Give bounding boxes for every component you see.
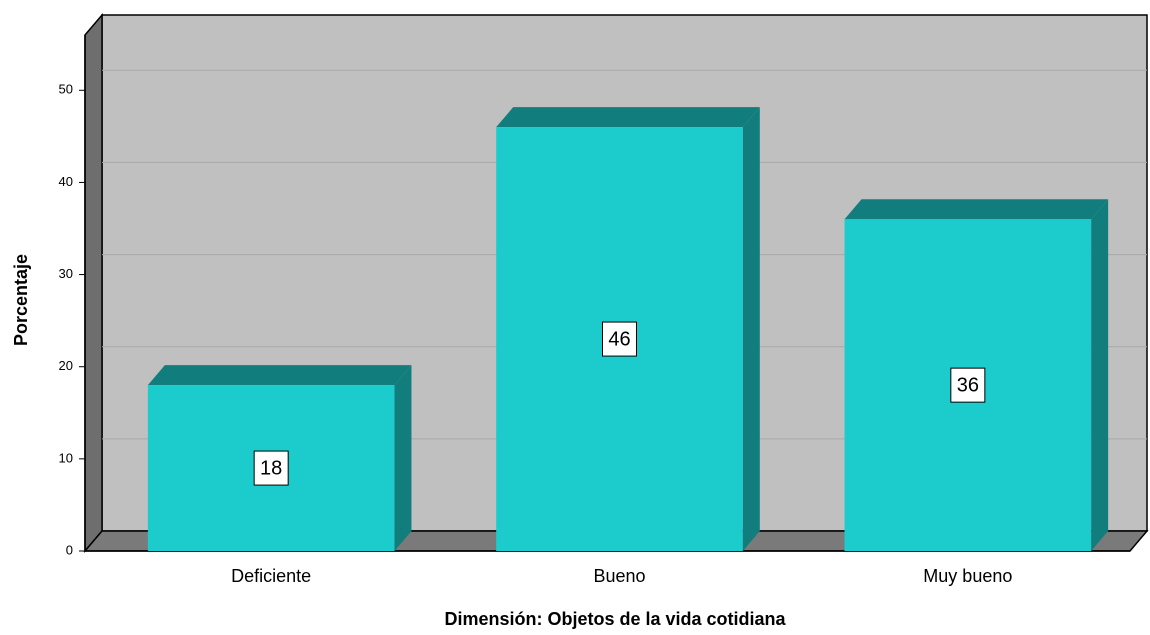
x-tick-label: Deficiente <box>231 566 311 586</box>
bar-top <box>844 199 1109 220</box>
value-label: 18 <box>260 457 282 479</box>
value-label: 46 <box>608 328 630 350</box>
y-axis-title: Porcentaje <box>11 254 31 346</box>
x-tick-label: Muy bueno <box>923 566 1012 586</box>
y-tick-label: 20 <box>59 358 73 373</box>
y-tick-label: 10 <box>59 450 73 465</box>
y-tick-label: 50 <box>59 82 73 97</box>
left-wall <box>84 12 103 554</box>
bar-side <box>742 107 760 552</box>
bar-side <box>1091 199 1109 552</box>
x-tick-label: Bueno <box>593 566 645 586</box>
value-label-box <box>602 321 637 357</box>
y-tick-label: 30 <box>59 266 73 281</box>
bar <box>147 365 412 551</box>
bar-top <box>147 365 412 386</box>
value-label-box <box>253 450 289 486</box>
bar-top <box>496 107 760 128</box>
y-tick-label: 40 <box>59 174 73 189</box>
y-tick-label: 0 <box>66 542 73 557</box>
value-label: 36 <box>957 374 979 396</box>
x-axis-title: Dimensión: Objetos de la vida cotidiana <box>444 609 786 629</box>
bar-side <box>394 365 412 551</box>
value-label-box <box>950 367 986 403</box>
